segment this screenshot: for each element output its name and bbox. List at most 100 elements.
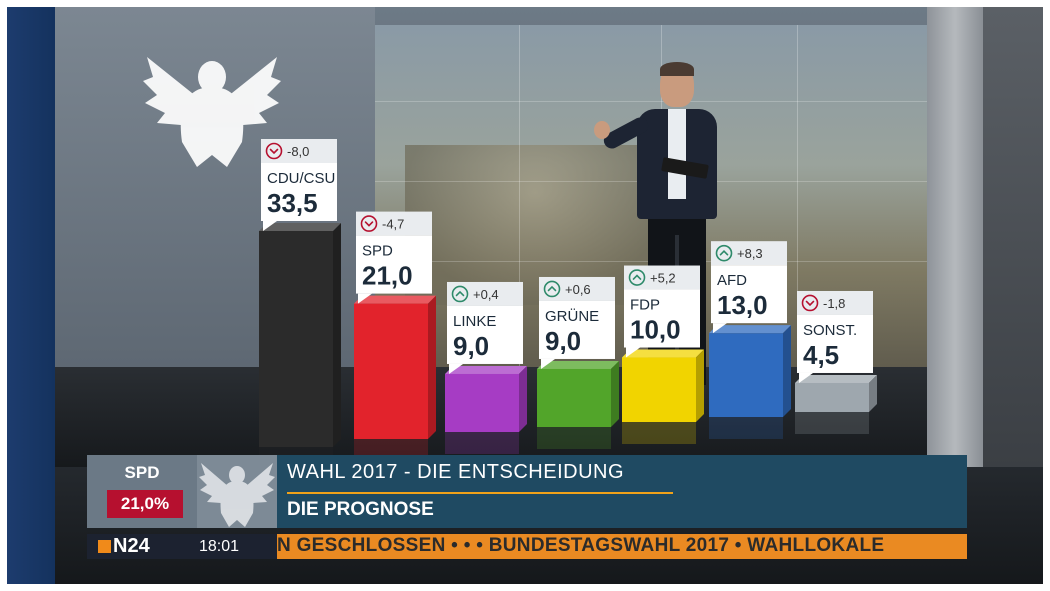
studio-left-wall xyxy=(7,7,55,584)
bar-top xyxy=(259,223,341,231)
value-box xyxy=(356,235,432,294)
chevron-up-circle-icon xyxy=(628,269,646,286)
video-wall-seam xyxy=(797,25,798,375)
value-label: 9,0 xyxy=(545,326,581,356)
federal-eagle-icon xyxy=(197,455,277,528)
value-box xyxy=(539,300,615,359)
label-pointer xyxy=(449,363,463,374)
bar-side xyxy=(519,365,527,432)
change-label: +0,6 xyxy=(565,282,591,297)
headline-title: WAHL 2017 - DIE ENTSCHEIDUNG xyxy=(287,461,625,483)
bar xyxy=(622,357,696,422)
party-label: GRÜNE xyxy=(545,307,599,325)
bar-reflection xyxy=(622,422,696,444)
bar-top xyxy=(354,295,436,304)
bar xyxy=(709,333,783,417)
value-box xyxy=(624,289,700,348)
party-label: LINKE xyxy=(453,313,496,330)
chevron-up-circle-icon xyxy=(543,280,561,298)
party-label: AFD xyxy=(717,272,747,289)
bar xyxy=(259,231,333,447)
bar xyxy=(795,382,869,412)
chevron-down-circle-icon xyxy=(801,294,819,312)
value-box xyxy=(711,265,787,324)
party-label: FDP xyxy=(630,297,660,314)
lower-third: SPD 21,0% WAHL 2017 - DIE ENTSCHEIDUNG D… xyxy=(87,455,967,559)
video-wall-seam xyxy=(519,25,520,375)
value-box xyxy=(447,305,523,364)
value-label: 21,0 xyxy=(362,261,413,291)
channel-logo-square xyxy=(98,540,111,553)
label-pointer xyxy=(541,358,555,369)
bar-top xyxy=(537,360,619,369)
channel-logo: N24 xyxy=(113,535,150,557)
label-pointer xyxy=(799,372,813,383)
party-label: CDU/CSU xyxy=(267,170,335,187)
change-label: -1,8 xyxy=(823,296,845,311)
label-pointer xyxy=(626,347,640,358)
bar-reflection xyxy=(537,427,611,449)
party-name: SPD xyxy=(124,463,160,482)
chevron-down-circle-icon xyxy=(360,215,378,232)
chevron-down-circle-icon xyxy=(265,142,283,160)
bar-top xyxy=(795,374,877,383)
value-label: 13,0 xyxy=(717,290,768,320)
value-label: 10,0 xyxy=(630,315,681,345)
bar xyxy=(537,368,611,427)
bar-group-sonst: -1,8 SONST.4,5 xyxy=(795,290,877,434)
bar-side xyxy=(783,325,791,417)
bar-side xyxy=(333,223,341,447)
value-label: 4,5 xyxy=(803,340,839,370)
value-box xyxy=(797,314,873,373)
bar-side xyxy=(428,295,436,439)
bar-top xyxy=(445,365,527,374)
headline-divider xyxy=(287,492,673,494)
label-pointer xyxy=(358,293,372,304)
headline-panel: WAHL 2017 - DIE ENTSCHEIDUNG DIE PROGNOS… xyxy=(277,455,967,528)
bar-side xyxy=(869,374,877,412)
ticker-text: N GESCHLOSSEN • • • BUNDESTAGSWAHL 2017 … xyxy=(277,535,885,556)
bar-reflection xyxy=(795,412,869,434)
bar-label-card: -1,8 SONST.4,5 xyxy=(797,290,873,383)
chevron-up-circle-icon xyxy=(451,285,469,303)
bar-reflection xyxy=(445,432,519,454)
chevron-up-circle-icon xyxy=(715,244,733,262)
bar xyxy=(354,303,428,439)
value-box xyxy=(261,163,337,221)
bar-side xyxy=(611,360,619,427)
studio-right-wall xyxy=(983,7,1043,467)
change-label: +5,2 xyxy=(650,271,676,286)
party-percent-badge: 21,0% xyxy=(107,490,183,518)
label-pointer xyxy=(263,221,277,231)
label-pointer xyxy=(713,323,727,334)
bar-side xyxy=(696,349,704,422)
party-label: SPD xyxy=(362,243,393,260)
party-result-box: SPD 21,0% xyxy=(87,455,197,528)
election-bar-chart: -8,0CDU/CSU33,5-4,7SPD21,0+0,4LINKE9,0+0… xyxy=(259,139,877,469)
headline-subtitle: DIE PROGNOSE xyxy=(287,499,434,520)
value-label: 33,5 xyxy=(267,188,318,218)
bar-reflection xyxy=(709,417,783,439)
value-label: 9,0 xyxy=(453,331,489,361)
change-label: -4,7 xyxy=(382,217,404,232)
change-label: +8,3 xyxy=(737,246,763,261)
party-label: SONST. xyxy=(803,322,857,339)
bar-top xyxy=(622,349,704,358)
channel-bar: N24 18:01 xyxy=(87,534,277,559)
change-label: +0,4 xyxy=(473,287,499,302)
bar xyxy=(445,373,519,432)
studio-scene: -8,0 CDU/CSU 33,5 -4,7 SPD 21,0 +0,4 LINKE 9,0 +0… xyxy=(7,7,1043,584)
news-ticker: N GESCHLOSSEN • • • BUNDESTAGSWAHL 2017 … xyxy=(277,534,967,559)
